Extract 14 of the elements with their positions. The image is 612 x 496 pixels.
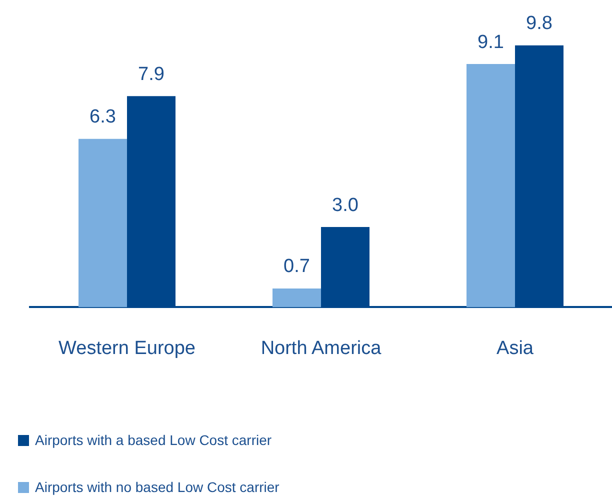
data-label: 6.3 [90, 106, 116, 128]
legend-label: Airports with a based Low Cost carrier [35, 432, 272, 448]
bar [466, 64, 515, 308]
data-label: 0.7 [284, 256, 310, 278]
x-tick-label: Western Europe [58, 338, 196, 359]
data-label: 7.9 [138, 64, 164, 85]
bar [78, 138, 127, 308]
data-label: 9.8 [526, 13, 552, 34]
legend-label: Airports with no based Low Cost carrier [35, 479, 280, 495]
bar [272, 288, 321, 308]
data-label: 9.1 [478, 32, 504, 53]
x-tick-label: Asia [496, 338, 534, 359]
data-label: 3.0 [332, 194, 358, 216]
x-tick-label: North America [260, 338, 382, 359]
